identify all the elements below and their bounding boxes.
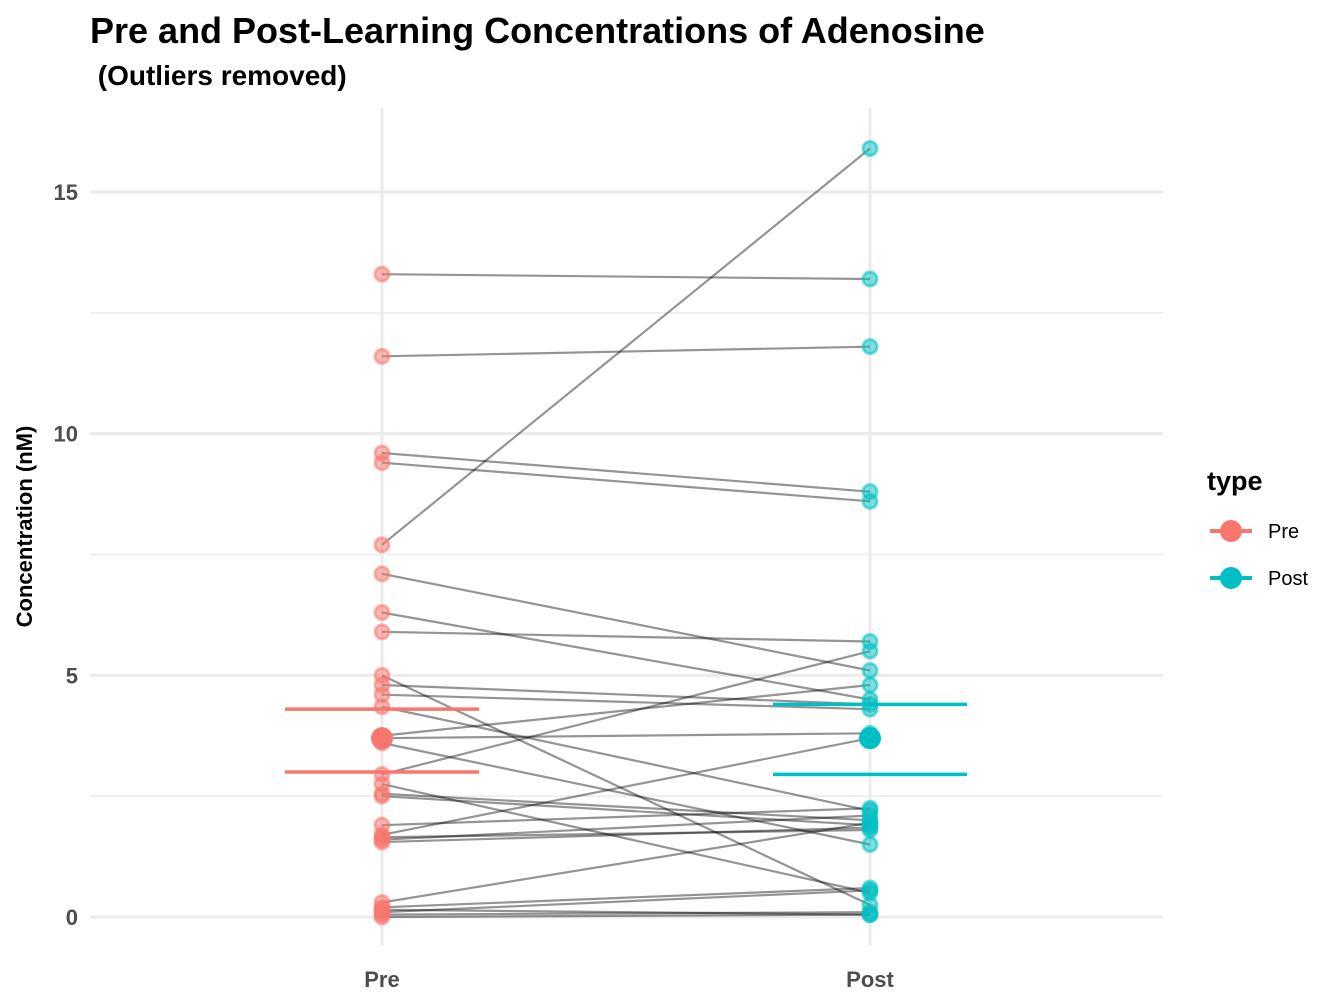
pair-line bbox=[381, 826, 871, 844]
post-data-point bbox=[861, 814, 879, 832]
pre-data-point bbox=[373, 265, 391, 283]
pair-line bbox=[381, 345, 871, 358]
pair-line bbox=[381, 737, 871, 836]
post-data-point bbox=[861, 140, 879, 157]
y-tick-label: 10 bbox=[54, 422, 78, 447]
y-tick-label: 5 bbox=[66, 663, 78, 688]
pair-line bbox=[381, 147, 871, 546]
pair-line bbox=[381, 889, 871, 914]
legend-key-point bbox=[1220, 567, 1242, 589]
post-data-point bbox=[861, 881, 879, 899]
pair-line bbox=[381, 908, 871, 916]
pre-data-point bbox=[373, 536, 391, 554]
post-data-point bbox=[861, 662, 879, 679]
pre-data-point bbox=[373, 698, 391, 716]
y-tick-label: 15 bbox=[54, 180, 78, 205]
pair-line bbox=[381, 792, 871, 822]
post-data-point bbox=[861, 338, 879, 356]
pair-line bbox=[381, 630, 871, 643]
pair-line bbox=[381, 732, 871, 740]
x-tick-label: Post bbox=[846, 967, 894, 992]
pair-line bbox=[381, 913, 871, 919]
pair-line bbox=[381, 821, 871, 904]
x-tick-label: Pre bbox=[364, 967, 399, 992]
post-data-point bbox=[861, 676, 879, 694]
pair-line bbox=[381, 828, 871, 839]
pair-line bbox=[381, 461, 871, 503]
pair-line bbox=[381, 674, 871, 906]
y-tick-label: 0 bbox=[66, 905, 78, 930]
pre-mean-point bbox=[371, 727, 393, 750]
pair-line bbox=[381, 814, 871, 841]
pair-line bbox=[381, 273, 871, 281]
pre-data-point bbox=[373, 833, 391, 851]
post-data-point bbox=[861, 270, 879, 288]
pair-line bbox=[381, 572, 871, 672]
post-data-point bbox=[861, 642, 879, 660]
pre-data-point bbox=[373, 454, 391, 472]
legend-label: Pre bbox=[1268, 521, 1299, 543]
post-data-point bbox=[861, 492, 879, 510]
pair-line bbox=[381, 705, 871, 812]
pair-line bbox=[381, 683, 871, 737]
pair-line bbox=[381, 451, 871, 493]
pre-data-point bbox=[373, 565, 391, 583]
pair-line bbox=[381, 783, 871, 894]
pair-line bbox=[381, 693, 871, 711]
pre-data-point bbox=[373, 787, 391, 805]
pair-line bbox=[381, 807, 871, 827]
pair-line bbox=[381, 611, 871, 701]
pair-line bbox=[381, 886, 871, 909]
pair-line bbox=[381, 741, 871, 846]
pre-data-point bbox=[373, 347, 391, 365]
legend-title: type bbox=[1207, 466, 1263, 496]
chart-subtitle: (Outliers removed) bbox=[90, 60, 347, 91]
legend-key-point bbox=[1220, 520, 1242, 542]
pre-data-point bbox=[373, 908, 391, 926]
pair-line bbox=[381, 911, 871, 916]
post-data-point bbox=[861, 700, 879, 718]
legend-label: Post bbox=[1268, 568, 1308, 590]
pre-data-point bbox=[373, 604, 391, 621]
post-data-point bbox=[861, 906, 879, 924]
pair-line bbox=[381, 795, 871, 827]
pre-data-point bbox=[373, 623, 391, 641]
pair-line bbox=[381, 650, 871, 776]
y-axis-title: Concentration (nM) bbox=[12, 426, 37, 628]
post-data-point bbox=[861, 836, 879, 853]
post-mean-point bbox=[859, 727, 881, 750]
pair-line bbox=[381, 683, 871, 706]
chart-title: Pre and Post-Learning Concentrations of … bbox=[90, 10, 985, 51]
